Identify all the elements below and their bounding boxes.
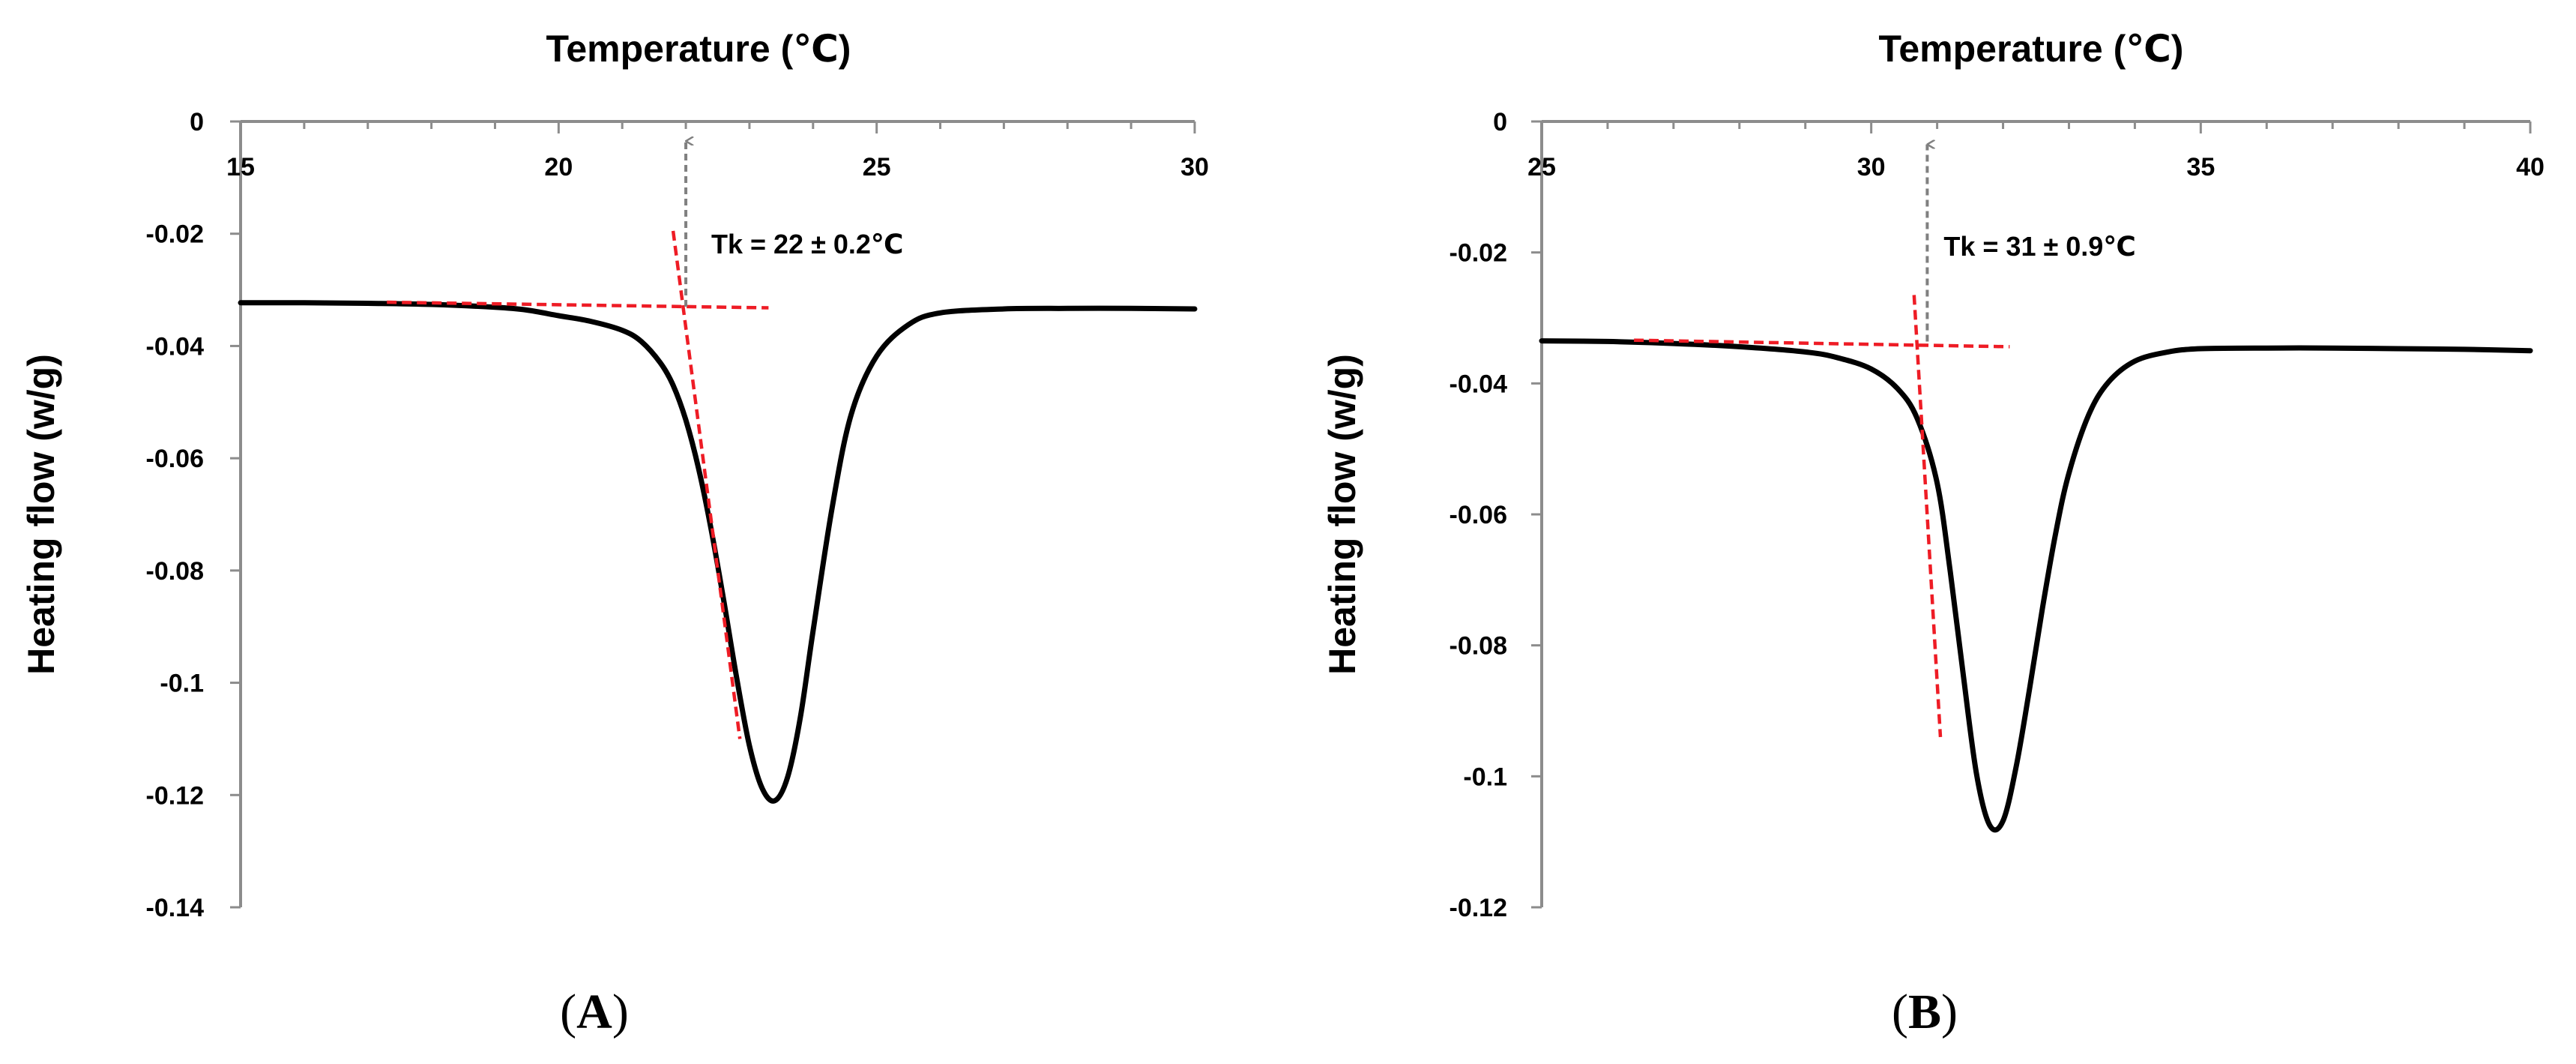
y-tick-label: -0.06 <box>146 445 205 473</box>
tk-annotation: Tk = 31 ± 0.9℃ <box>1943 231 2135 262</box>
y-tick-label: 0 <box>190 108 204 136</box>
panel-label-paren-open: ( <box>1892 985 1908 1039</box>
x-tick-label: 35 <box>2186 153 2215 181</box>
heating-flow-curve <box>1539 338 2533 833</box>
y-tick-label: -0.04 <box>146 332 205 361</box>
tangent-slope-line <box>1912 295 1943 738</box>
y-tick-label: -0.1 <box>160 670 204 698</box>
chart-panel-b: Temperature (℃) Heating flow (w/g) 25 30 35 4… <box>1321 28 2545 1039</box>
x-axis-title: Temperature (℃) <box>1879 28 2184 70</box>
y-tick-label: -0.1 <box>1463 763 1507 791</box>
y-tick-label: 0 <box>1493 108 1507 136</box>
tangent-baseline-line <box>1634 338 2010 349</box>
x-tick-label: 30 <box>1180 153 1209 181</box>
x-tick-label: 30 <box>1857 153 1886 181</box>
tk-annotation: Tk = 22 ± 0.2℃ <box>711 229 903 259</box>
tangent-baseline-line <box>387 300 769 310</box>
panel-label-paren-close: ) <box>1941 985 1958 1039</box>
y-tick-label: -0.04 <box>1450 370 1508 398</box>
panel-label-paren-close: ) <box>612 985 629 1039</box>
panel-label: (A) <box>560 985 629 1039</box>
x-tick-label: 20 <box>544 153 573 181</box>
panel-label-letter: A <box>576 985 612 1039</box>
y-axis-title: Heating flow (w/g) <box>1321 354 1363 675</box>
y-tick-label: -0.02 <box>146 220 205 249</box>
panel-label-paren-open: ( <box>560 985 576 1039</box>
panel-label: (B) <box>1892 985 1958 1039</box>
y-tick-label: -0.14 <box>146 894 205 922</box>
y-tick-label: -0.12 <box>1450 894 1508 922</box>
tangent-slope-line <box>671 230 742 739</box>
y-tick-label: -0.08 <box>146 557 205 586</box>
x-tick-label: 40 <box>2516 153 2545 181</box>
y-tick-label: -0.12 <box>146 781 205 810</box>
x-tick-label: 25 <box>863 153 891 181</box>
y-tick-label: -0.06 <box>1450 501 1508 529</box>
heating-flow-curve <box>238 300 1198 804</box>
y-axis-title: Heating flow (w/g) <box>20 354 62 675</box>
y-tick-label: -0.02 <box>1450 239 1508 268</box>
x-axis-title: Temperature (℃) <box>546 28 851 70</box>
y-tick-label: -0.08 <box>1450 632 1508 661</box>
x-tick-label: 25 <box>1527 153 1556 181</box>
x-tick-label: 15 <box>226 153 255 181</box>
panel-label-letter: B <box>1908 985 1941 1039</box>
chart-panel-a: Temperature (℃) Heating flow (w/g) 15 20 25 3… <box>20 28 1209 1039</box>
